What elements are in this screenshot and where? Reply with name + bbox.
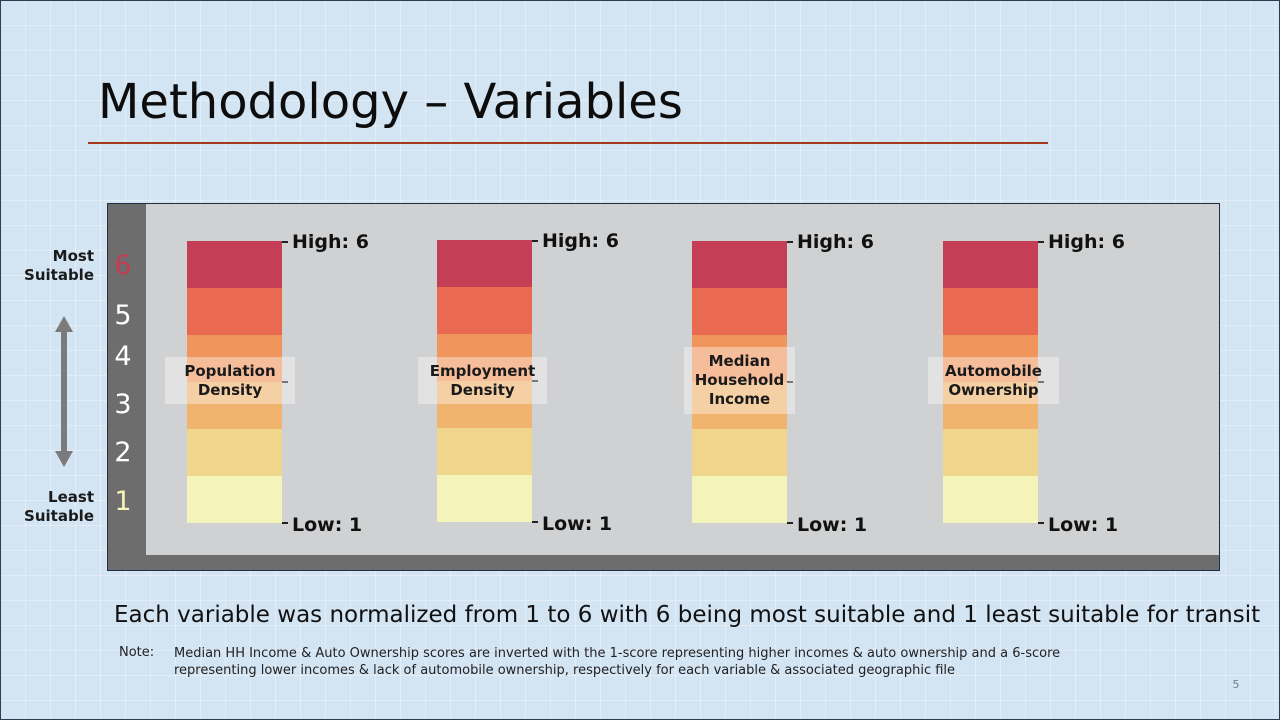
high-label: High: 6 [292,231,369,253]
most-suitable-label: Most Suitable [24,247,94,284]
score-segment-3 [943,382,1038,429]
score-segment-5 [187,288,282,335]
score-segment-1 [943,476,1038,523]
low-tick [1038,522,1044,524]
score-segment-2 [187,429,282,476]
score-segment-2 [692,429,787,476]
caption-text: Each variable was normalized from 1 to 6… [114,602,1261,628]
variable-label-population-density: Population Density [165,357,295,404]
mid-tick [532,380,538,382]
high-tick [1038,241,1044,243]
score-segment-5 [692,288,787,335]
low-label: Low: 1 [542,513,613,535]
scale-number-5: 5 [114,300,132,331]
double-arrow-icon [55,316,73,467]
score-segment-2 [437,428,532,475]
high-tick [532,240,538,242]
score-segment-3 [437,381,532,428]
scale-number-3: 3 [114,389,132,420]
score-bar-automobile-ownership [943,241,1038,523]
score-segment-6 [943,241,1038,288]
scale-number-2: 2 [114,437,132,468]
least-suitable-label: Least Suitable [24,488,94,525]
variable-label-employment-density: Employment Density [418,357,547,404]
score-segment-4 [692,335,787,382]
low-tick [282,522,288,524]
score-bar-median-household-income [692,241,787,523]
low-label: Low: 1 [797,514,868,536]
high-label: High: 6 [542,230,619,252]
score-segment-2 [943,429,1038,476]
scale-number-6: 6 [114,250,132,281]
score-segment-6 [692,241,787,288]
diagram-panel-inner [146,204,1219,555]
mid-tick [1038,381,1044,383]
score-segment-1 [692,476,787,523]
score-bar-population-density [187,241,282,523]
title-rule [88,142,1048,144]
high-tick [787,241,793,243]
high-label: High: 6 [797,231,874,253]
score-segment-5 [437,287,532,334]
low-tick [532,521,538,523]
slide-title: Methodology – Variables [98,74,683,130]
scale-number-4: 4 [114,341,132,372]
score-segment-3 [692,382,787,429]
score-segment-4 [943,335,1038,382]
score-segment-1 [437,475,532,522]
score-segment-6 [187,241,282,288]
slide-number: 5 [1232,678,1240,691]
note-label: Note: [119,645,155,660]
high-tick [282,241,288,243]
low-label: Low: 1 [1048,514,1119,536]
low-tick [787,522,793,524]
score-segment-3 [187,382,282,429]
score-segment-4 [437,334,532,381]
score-segment-5 [943,288,1038,335]
score-segment-6 [437,240,532,287]
mid-tick [787,381,793,383]
note-text: Median HH Income & Auto Ownership scores… [174,646,1061,678]
score-segment-1 [187,476,282,523]
score-segment-4 [187,335,282,382]
high-label: High: 6 [1048,231,1125,253]
scale-number-1: 1 [114,486,132,517]
variable-label-median-household-income: Median Household Income [684,347,795,414]
score-bar-employment-density [437,240,532,522]
variable-label-automobile-ownership: Automobile Ownership [928,357,1059,404]
low-label: Low: 1 [292,514,363,536]
mid-tick [282,381,288,383]
